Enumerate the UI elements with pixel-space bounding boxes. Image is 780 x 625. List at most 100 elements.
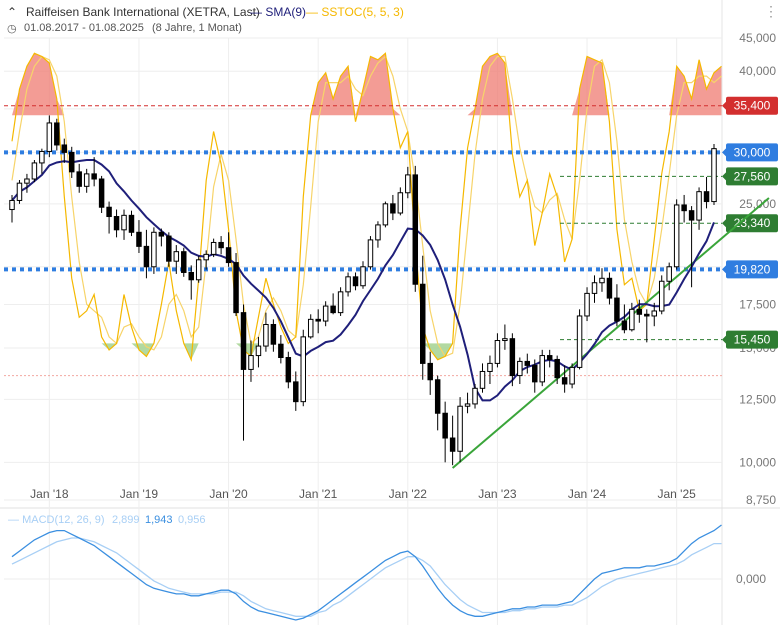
candle-body (61, 144, 68, 153)
level-tag (726, 330, 778, 349)
level-tag-label: 30,000 (734, 145, 771, 159)
candle-body (233, 262, 239, 314)
stoch-k-line (11, 52, 722, 363)
period-length: (8 Jahre, 1 Monat) (152, 22, 242, 34)
candle-body (457, 405, 463, 452)
candle-body (629, 308, 635, 331)
legend-macd[interactable]: — MACD(12, 26, 9) (8, 514, 105, 526)
candle-body (128, 214, 135, 233)
candle-body (434, 379, 441, 414)
collapse-chevron-icon[interactable]: ⌃ (7, 5, 18, 19)
candle-body (584, 292, 590, 317)
candle-body (464, 403, 471, 407)
level-tag (726, 143, 778, 162)
candle-body (517, 360, 523, 377)
candle-body (136, 231, 142, 247)
candle-body (449, 437, 456, 452)
macd-signal-line (11, 537, 722, 617)
legend-sma[interactable]: — SMA(9) (250, 5, 307, 19)
candle-body (330, 305, 336, 314)
more-options-icon[interactable]: ⋮ (764, 3, 778, 19)
candle-body (621, 320, 628, 331)
x-tick-label: Jan '25 (657, 487, 696, 501)
legend-macd-label: MACD(12, 26, 9) (22, 514, 105, 526)
candle-body (9, 199, 15, 211)
candle-body (218, 241, 224, 249)
candle-body (502, 338, 508, 342)
candle-body (487, 362, 493, 372)
candle-body (546, 355, 553, 360)
candle-body (76, 171, 82, 187)
candle-body (46, 122, 53, 152)
clock-icon: ◷ (7, 23, 17, 35)
y-tick-label: 8,750 (746, 493, 776, 507)
candle-body (39, 150, 45, 164)
candle-body (405, 174, 411, 194)
candle-body (606, 277, 613, 299)
y-tick-label: 45,000 (739, 31, 776, 45)
level-tag-arrow (722, 100, 727, 111)
y-tick-label: 12,500 (739, 392, 776, 406)
candle-body (337, 291, 344, 314)
candle-body (143, 245, 150, 268)
macd-line (11, 524, 722, 621)
level-tag-arrow (722, 334, 727, 345)
candle-body (248, 355, 254, 370)
y-tick-label: 17,500 (739, 297, 776, 311)
x-tick-label: Jan '20 (209, 487, 248, 501)
level-tag-arrow (722, 171, 727, 182)
legend-sma-label: SMA(9) (265, 5, 307, 19)
candle-body (636, 308, 643, 315)
candle-body (532, 364, 538, 383)
level-tag-arrow (722, 147, 727, 158)
candle-body (576, 315, 583, 368)
candle-body (375, 224, 381, 241)
level-tag-label: 27,560 (734, 169, 771, 183)
candle-body (240, 312, 247, 370)
legend-sstoc-label: SSTOC(5, 5, 3) (321, 5, 404, 19)
candle-body (681, 204, 687, 212)
candle-body (614, 297, 620, 322)
macd-y-tick-label: 0,000 (736, 572, 766, 586)
candle-body (412, 174, 419, 285)
candle-body (263, 323, 269, 347)
candle-body (158, 231, 165, 237)
candle-body (688, 210, 695, 221)
candle-body (644, 313, 650, 317)
sma-line (11, 159, 715, 402)
candle-body (420, 283, 426, 364)
level-tag-label: 15,450 (734, 333, 771, 347)
candle-body (696, 191, 702, 221)
candle-body (591, 282, 598, 294)
candle-body (658, 280, 665, 312)
candle-body (113, 216, 120, 231)
candle-body (69, 151, 75, 173)
candle-body (121, 214, 127, 231)
level-tag (726, 167, 778, 186)
candle-body (166, 235, 172, 262)
candle-body (360, 266, 366, 287)
candle-body (390, 203, 396, 214)
candle-body (539, 355, 545, 383)
candle-body (367, 239, 374, 268)
candle-body (666, 266, 672, 282)
legend-sstoc[interactable]: — SSTOC(5, 5, 3) (306, 5, 404, 19)
candle-body (494, 340, 501, 364)
candle-body (225, 247, 232, 264)
candle-body (472, 387, 478, 405)
candle-body (188, 271, 194, 281)
candle-body (322, 305, 329, 322)
x-tick-label: Jan '22 (389, 487, 428, 501)
x-tick-label: Jan '19 (120, 487, 159, 501)
candle-body (307, 318, 314, 338)
candle-body (561, 377, 568, 385)
y-tick-label: 40,000 (739, 64, 776, 78)
candle-body (16, 182, 23, 201)
candle-body (24, 178, 30, 184)
level-tag (726, 260, 778, 279)
candle-body (278, 343, 284, 359)
candle-body (442, 412, 448, 439)
candle-body (315, 318, 321, 322)
candle-body (569, 366, 575, 385)
